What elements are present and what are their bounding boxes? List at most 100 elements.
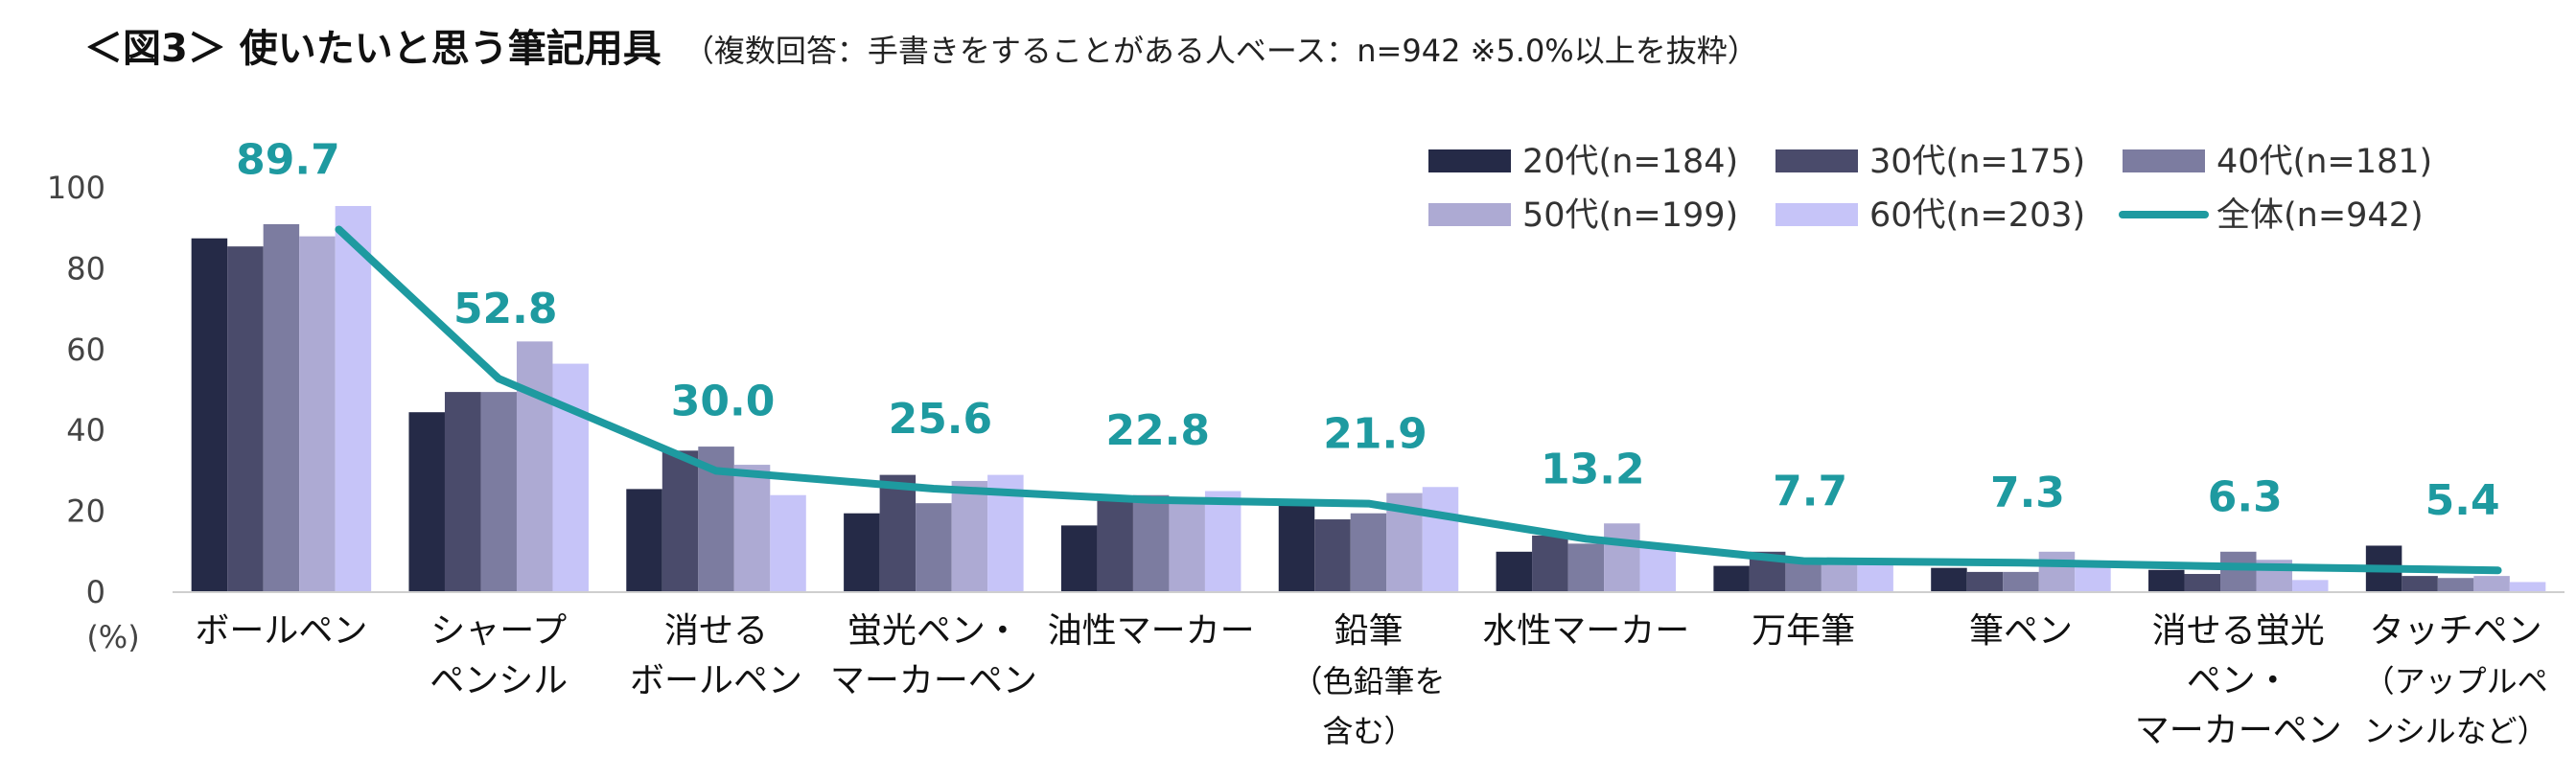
bar xyxy=(1060,525,1098,592)
bar xyxy=(1966,571,2004,592)
bar xyxy=(2292,580,2329,592)
x-tick-label: 水性マーカー xyxy=(1482,611,1689,651)
x-tick-label: ボールペン xyxy=(630,661,802,700)
y-tick-label: 20 xyxy=(66,493,105,530)
bar xyxy=(2220,551,2257,592)
y-tick-label: 40 xyxy=(66,412,105,448)
x-tick-label: （アップルペ xyxy=(2364,663,2548,699)
bar xyxy=(1097,498,1133,592)
bar xyxy=(626,489,662,592)
bar xyxy=(1132,494,1170,592)
legend-swatch xyxy=(1428,203,1511,226)
bar xyxy=(2038,551,2076,592)
x-tick-label: 鉛筆 xyxy=(1334,611,1403,651)
total-trend-line xyxy=(335,225,2502,575)
chart-title: ＜図3＞ 使いたいと思う筆記用具 xyxy=(84,27,661,71)
legend-label: 60代(n=203) xyxy=(1869,196,2085,235)
bar xyxy=(2473,576,2510,592)
title-row: ＜図3＞ 使いたいと思う筆記用具 （複数回答：手書きをすることがある人ベース：n… xyxy=(84,17,1758,73)
total-line-group xyxy=(335,225,2502,575)
bar xyxy=(2003,571,2039,592)
bar xyxy=(916,503,952,592)
bar xyxy=(2437,578,2474,592)
x-tick-label: 消せる蛍光 xyxy=(2152,611,2325,651)
legend-label: 20代(n=184) xyxy=(1522,143,1738,181)
total-value-label: 6.3 xyxy=(2208,472,2283,521)
bar xyxy=(1496,551,1533,592)
x-tick-label: 油性マーカー xyxy=(1048,611,1255,651)
x-tick-label: 消せる xyxy=(664,611,768,651)
total-value-label: 7.7 xyxy=(1773,468,1847,516)
bar xyxy=(299,236,336,592)
total-value-label: 21.9 xyxy=(1323,410,1427,459)
total-labels: 89.7 52.8 30.0 25.6 22.8 21.9 13.2 7.7 7.3 6.3 5.4 xyxy=(236,135,2499,525)
bar xyxy=(770,494,806,592)
bar xyxy=(1785,561,1822,592)
bar xyxy=(879,474,917,592)
bar xyxy=(2184,574,2221,592)
y-axis: 0 20 40 60 80 100 (%) xyxy=(47,170,140,655)
bar xyxy=(480,392,517,592)
legend-swatch xyxy=(1775,203,1858,226)
bar xyxy=(2509,582,2546,592)
bar xyxy=(1350,513,1387,592)
bar xyxy=(227,246,264,592)
bars xyxy=(191,205,2546,593)
total-value-label: 25.6 xyxy=(889,395,993,444)
total-value-label: 52.8 xyxy=(453,285,558,333)
bar xyxy=(1532,535,1568,592)
bar xyxy=(661,450,699,592)
bar xyxy=(844,513,880,592)
total-value-label: 13.2 xyxy=(1541,445,1645,493)
bar xyxy=(1204,491,1242,592)
bar xyxy=(1567,543,1605,592)
bar xyxy=(733,465,771,592)
y-tick-label: 100 xyxy=(47,170,105,206)
bar xyxy=(552,363,589,592)
y-tick-label: 60 xyxy=(66,332,105,368)
bar xyxy=(2148,569,2185,592)
legend-label: 40代(n=181) xyxy=(2216,143,2432,181)
bar xyxy=(191,238,228,592)
total-value-label: 30.0 xyxy=(671,377,776,425)
legend-swatch xyxy=(2123,149,2205,172)
x-tick-label: ペンシル xyxy=(429,661,568,700)
bar xyxy=(1821,561,1858,592)
bar xyxy=(1278,505,1315,592)
legend-swatch xyxy=(1428,149,1511,172)
y-tick-label: 80 xyxy=(66,250,105,286)
bar xyxy=(1169,496,1205,592)
total-value-label: 7.3 xyxy=(1990,469,2065,517)
legend-label: 全体(n=942) xyxy=(2216,196,2424,235)
x-tick-label: シャープ xyxy=(430,611,567,651)
bar xyxy=(408,412,445,592)
legend-label: 30代(n=175) xyxy=(1869,143,2085,181)
bar xyxy=(1314,519,1351,592)
x-tick-label: マーカーペン xyxy=(830,661,1037,700)
bar xyxy=(263,223,300,593)
total-value-label: 22.8 xyxy=(1105,406,1210,455)
bar xyxy=(516,341,553,592)
y-tick-label: 0 xyxy=(86,574,105,610)
x-tick-label: ボールペン xyxy=(195,611,367,651)
x-tick-label: 蛍光ペン・ xyxy=(847,611,1020,651)
bar xyxy=(1639,545,1677,592)
y-unit-label: (%) xyxy=(86,619,139,655)
x-tick-label: マーカーペン xyxy=(2135,711,2342,750)
bar xyxy=(1857,561,1893,592)
bar xyxy=(2402,576,2438,592)
bar xyxy=(1422,487,1459,592)
x-tick-label: タッチペン xyxy=(2370,611,2542,651)
x-tick-label: 万年筆 xyxy=(1752,611,1855,651)
bar xyxy=(951,480,988,592)
chart-subtitle: （複数回答：手書きをすることがある人ベース：n=942 ※5.0%以上を抜粋） xyxy=(683,33,1758,69)
bar xyxy=(444,392,481,592)
legend-swatch xyxy=(1775,149,1858,172)
x-tick-label: ペン・ xyxy=(2187,661,2290,700)
x-tick-label: （色鉛筆を xyxy=(1291,663,1445,699)
bar xyxy=(1604,523,1640,592)
bar xyxy=(1931,567,1967,592)
total-value-label: 5.4 xyxy=(2425,476,2500,525)
x-tick-label: ンシルなど） xyxy=(2364,713,2548,749)
